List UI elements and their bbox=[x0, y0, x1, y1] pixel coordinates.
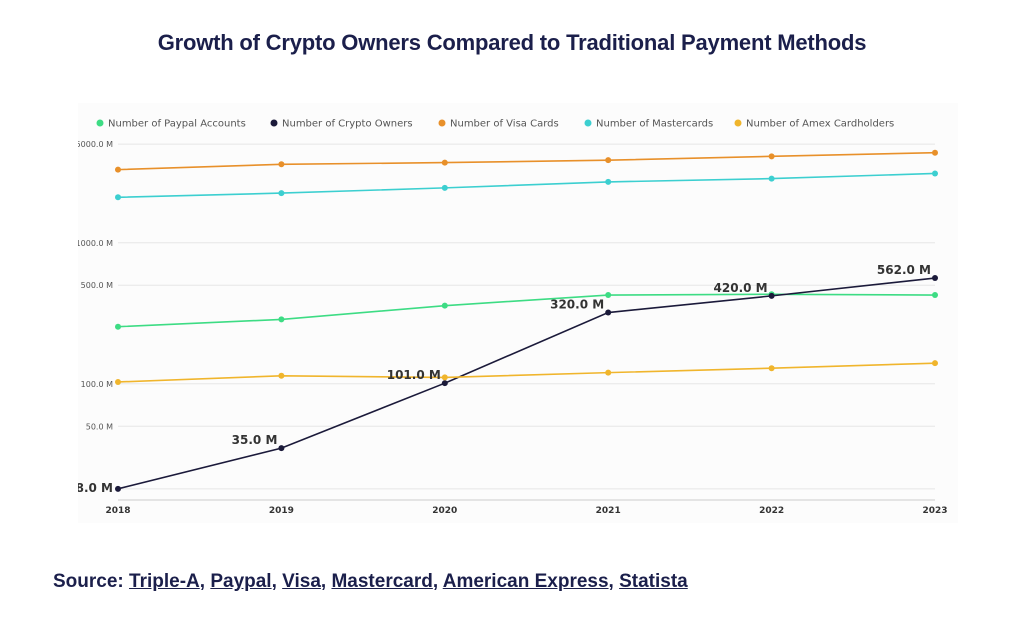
series-line bbox=[117, 362, 936, 383]
data-label: 101.0 M bbox=[387, 368, 441, 382]
chart-frame: 5000.0 M 1000.0 M 500.0 M 100.0 M 50.0 M 18.0… bbox=[78, 103, 958, 523]
y-tick-label: 100.0 M bbox=[81, 380, 113, 389]
source-link-triple-a[interactable]: Triple-A bbox=[129, 571, 200, 592]
data-point[interactable] bbox=[278, 190, 285, 197]
data-point[interactable] bbox=[605, 178, 612, 185]
series-line bbox=[117, 172, 936, 199]
y-tick-label: 5000.0 M bbox=[78, 140, 113, 149]
data-point[interactable] bbox=[441, 302, 448, 309]
data-label: 562.0 M bbox=[877, 263, 931, 277]
data-point[interactable] bbox=[115, 485, 121, 492]
data-point[interactable] bbox=[278, 316, 285, 323]
data-point[interactable] bbox=[605, 309, 612, 316]
x-tick-label: 2019 bbox=[269, 506, 294, 516]
source-line: Source: Triple-A, Paypal, Visa, Masterca… bbox=[53, 571, 688, 592]
source-link-paypal[interactable]: Paypal bbox=[210, 571, 272, 592]
legend-marker[interactable] bbox=[438, 119, 446, 127]
data-point[interactable] bbox=[278, 161, 285, 168]
y-tick-label: 1000.0 M bbox=[78, 239, 113, 248]
chart-title: Growth of Crypto Owners Compared to Trad… bbox=[157, 30, 867, 55]
data-point[interactable] bbox=[605, 292, 612, 299]
data-point[interactable] bbox=[115, 194, 121, 201]
data-point[interactable] bbox=[768, 365, 775, 372]
line-chart: 5000.0 M 1000.0 M 500.0 M 100.0 M 50.0 M 18.0… bbox=[78, 119, 948, 517]
data-point[interactable] bbox=[441, 184, 448, 191]
source-link-mastercard[interactable]: Mastercard bbox=[331, 571, 433, 592]
data-point[interactable] bbox=[605, 157, 612, 164]
legend-label[interactable]: Number of Amex Cardholders bbox=[746, 119, 894, 130]
data-point[interactable] bbox=[932, 149, 938, 156]
data-point[interactable] bbox=[932, 360, 938, 367]
series-line bbox=[117, 277, 936, 490]
data-point[interactable] bbox=[768, 175, 775, 182]
legend-marker[interactable] bbox=[96, 119, 104, 127]
legend-marker[interactable] bbox=[270, 119, 278, 127]
legend-marker[interactable] bbox=[584, 119, 592, 127]
data-point[interactable] bbox=[115, 166, 121, 173]
source-link-statista[interactable]: Statista bbox=[619, 571, 688, 592]
x-tick-label: 2020 bbox=[432, 506, 457, 516]
source-prefix: Source: bbox=[53, 571, 124, 592]
data-point[interactable] bbox=[932, 292, 938, 299]
data-label: 320.0 M bbox=[550, 298, 604, 312]
data-point[interactable] bbox=[441, 159, 448, 166]
data-point[interactable] bbox=[441, 380, 448, 387]
legend-label[interactable]: Number of Visa Cards bbox=[450, 119, 559, 130]
legend-label[interactable]: Number of Paypal Accounts bbox=[108, 119, 246, 130]
data-point[interactable] bbox=[441, 374, 448, 381]
series-line bbox=[117, 151, 936, 171]
legend-marker[interactable] bbox=[734, 119, 742, 127]
x-tick-label: 2022 bbox=[759, 506, 784, 516]
x-tick-label: 2023 bbox=[922, 506, 947, 516]
data-point[interactable] bbox=[932, 170, 938, 177]
series-line bbox=[117, 293, 936, 328]
y-tick-label: 500.0 M bbox=[81, 281, 113, 290]
y-tick-label: 50.0 M bbox=[86, 422, 113, 431]
data-point[interactable] bbox=[115, 378, 121, 385]
source-link-american-express[interactable]: American Express bbox=[442, 571, 609, 592]
data-label: 35.0 M bbox=[232, 433, 278, 447]
data-point[interactable] bbox=[605, 369, 612, 376]
legend-label[interactable]: Number of Mastercards bbox=[596, 119, 713, 130]
data-point[interactable] bbox=[278, 445, 285, 452]
data-point[interactable] bbox=[278, 372, 285, 379]
source-link-visa[interactable]: Visa bbox=[282, 571, 321, 592]
y-tick-label: 18.0 M bbox=[78, 481, 113, 495]
data-label: 420.0 M bbox=[714, 281, 768, 295]
data-point[interactable] bbox=[115, 323, 121, 330]
x-tick-label: 2021 bbox=[596, 506, 621, 516]
data-point[interactable] bbox=[768, 153, 775, 160]
data-point[interactable] bbox=[768, 292, 775, 299]
data-point[interactable] bbox=[932, 275, 938, 282]
legend-label[interactable]: Number of Crypto Owners bbox=[282, 119, 413, 130]
x-tick-label: 2018 bbox=[105, 506, 130, 516]
